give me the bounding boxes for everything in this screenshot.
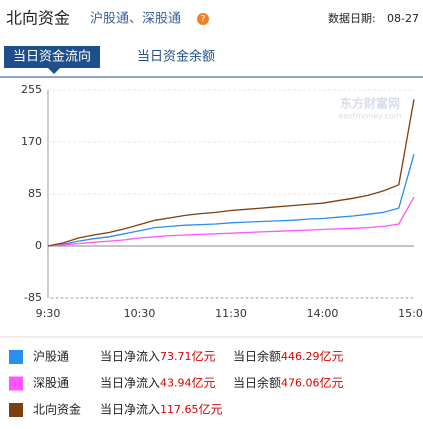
legend-unit: 亿元	[320, 349, 344, 364]
x-tick-label: 14:00	[307, 307, 339, 320]
legend-value: 73.71	[160, 350, 192, 363]
legend-swatch	[9, 403, 23, 417]
line-series	[47, 196, 415, 247]
y-tick-label: 0	[35, 239, 42, 252]
tab-pointer	[48, 68, 60, 74]
help-icon[interactable]	[197, 13, 209, 25]
watermark: eastmoney.com	[338, 112, 401, 121]
date-label: 数据日期:	[328, 11, 376, 25]
legend-value: 446.29	[281, 350, 320, 363]
legend-label: 当日净流入	[100, 350, 160, 364]
legend-value: 476.06	[281, 377, 320, 390]
legend-name: 深股通	[33, 376, 69, 390]
legend-swatch	[9, 376, 23, 391]
x-tick-label: 15:00	[398, 307, 423, 320]
tab[interactable]: 当日资金余额	[137, 49, 215, 65]
legend-label: 当日净流入	[100, 403, 160, 417]
title: 北向资金	[6, 9, 70, 28]
tab-active[interactable]	[4, 46, 100, 68]
chart: -85 0 85 170 255 9:30 10:30 11:30 14:00 15:00	[21, 83, 423, 320]
legend-unit: 亿元	[320, 375, 344, 390]
help-text[interactable]: ?	[201, 15, 206, 25]
y-tick-label: 85	[28, 187, 42, 200]
y-tick-label: -85	[24, 291, 42, 304]
line-series	[47, 99, 415, 247]
legend-unit: 亿元	[192, 375, 216, 390]
legend-value: 117.65	[160, 403, 199, 416]
subtitle[interactable]: 沪股通、深股通	[90, 11, 181, 27]
date: 08-27	[387, 12, 419, 25]
x-tick-label: 11:30	[215, 307, 247, 320]
x-tick-label: 10:30	[124, 307, 156, 320]
legend-unit: 亿元	[192, 349, 216, 364]
legend-label: 当日净流入	[100, 376, 160, 390]
line-series	[47, 154, 415, 247]
y-tick-label: 170	[21, 135, 42, 148]
legend-label: 当日余额	[233, 375, 281, 390]
legend-unit: 亿元	[199, 402, 223, 417]
legend-name: 北向资金	[33, 402, 81, 417]
legend-value: 43.94	[160, 377, 192, 390]
y-tick-label: 255	[21, 83, 42, 96]
legend-name: 沪股通	[33, 350, 69, 364]
x-tick-label: 9:30	[36, 307, 61, 320]
tab[interactable]: 当日资金流向	[13, 49, 91, 65]
legend-label: 当日余额	[233, 349, 281, 364]
legend-swatch	[9, 350, 23, 364]
watermark: 东方财富网	[340, 96, 400, 111]
